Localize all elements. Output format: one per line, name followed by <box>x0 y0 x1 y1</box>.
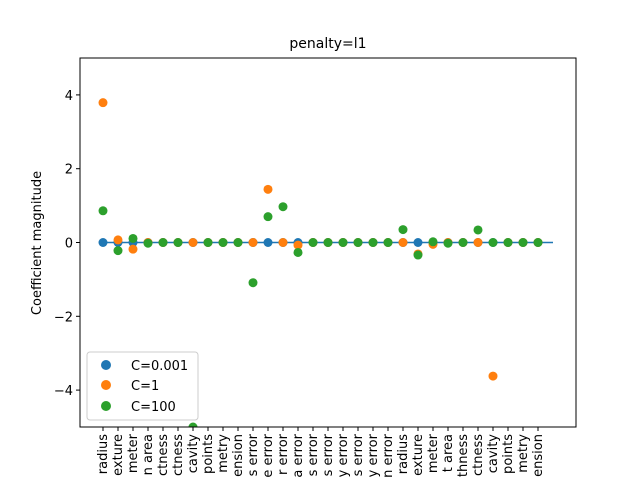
data-points-layer <box>98 98 543 427</box>
x-tick-label-worst-concave-points: points <box>501 434 516 474</box>
point-c-100-mean-fractal-dimension <box>233 238 243 247</box>
legend: C=0.001 C=1 C=100 <box>86 351 199 421</box>
x-tick-label-mean-perimeter: meter <box>126 433 141 473</box>
x-tick-label-symmetry-error: y error <box>366 433 381 477</box>
x-tick-label-mean-concavity: cavity <box>186 434 201 474</box>
point-c-1-worst-compactness <box>473 238 483 247</box>
y-tick-label: −4 <box>54 384 73 399</box>
point-c-100-worst-symmetry <box>518 238 528 247</box>
x-tick-label-mean-area: n area <box>141 434 156 475</box>
point-c-100-worst-smoothness <box>458 238 468 247</box>
point-c-100-worst-compactness <box>473 225 483 235</box>
x-tick-label-mean-compactness: ctness <box>171 434 186 476</box>
point-c-100-worst-concavity <box>488 238 498 247</box>
legend-label-c0001: C=0.001 <box>131 359 188 374</box>
point-c-0-001-texture-error <box>263 238 273 247</box>
point-c-100-mean-perimeter <box>128 233 138 243</box>
point-c-100-mean-concave-points <box>203 238 213 247</box>
x-tick-label-texture-error: e error <box>261 433 276 477</box>
x-tick-label-worst-symmetry: metry <box>516 434 531 473</box>
point-c-100-mean-radius <box>98 206 108 216</box>
point-c-100-mean-symmetry <box>218 238 228 247</box>
legend-marker-c0001 <box>101 360 111 370</box>
legend-marker-c100 <box>101 401 111 411</box>
point-c-100-symmetry-error <box>368 238 378 247</box>
point-c-1-radius-error <box>248 238 258 247</box>
x-tick-label-fractal-dimension-error: n error <box>381 433 396 477</box>
x-tick-label-mean-fractal-dimension: ension <box>231 434 246 477</box>
point-c-0-001-worst-texture <box>413 238 423 247</box>
x-tick-label-mean-texture: exture <box>111 434 126 476</box>
y-axis-label: Coefficient magnitude <box>30 171 45 315</box>
point-c-100-mean-area <box>143 238 153 248</box>
x-tick-label-concavity-error: y error <box>336 433 351 477</box>
point-c-1-worst-radius <box>398 238 408 247</box>
point-c-100-worst-radius <box>398 225 408 235</box>
x-tick-label-worst-radius: radius <box>396 434 411 474</box>
point-c-100-radius-error <box>248 278 258 288</box>
point-c-100-mean-smoothness <box>158 238 168 247</box>
point-c-100-concave-points-error <box>353 238 363 247</box>
x-tick-label-worst-smoothness: thness <box>456 434 471 477</box>
x-tick-label-mean-smoothness: ctness <box>156 434 171 476</box>
point-c-100-compactness-error <box>323 238 333 247</box>
point-c-1-perimeter-error <box>278 238 288 247</box>
x-tick-label-compactness-error: s error <box>321 433 336 476</box>
point-c-100-smoothness-error <box>308 238 318 247</box>
x-tick-label-area-error: a error <box>291 433 306 477</box>
point-c-100-texture-error <box>263 212 273 222</box>
point-c-100-area-error <box>293 247 303 257</box>
legend-label-c100: C=100 <box>131 400 176 415</box>
legend-marker-c1 <box>101 380 111 390</box>
point-c-100-concavity-error <box>338 238 348 247</box>
point-c-100-perimeter-error <box>278 202 288 212</box>
x-tick-label-worst-compactness: ctness <box>471 434 486 476</box>
point-c-100-mean-texture <box>113 246 123 256</box>
x-tick-label-mean-radius: radius <box>96 434 111 474</box>
x-tick-label-mean-symmetry: metry <box>216 434 231 473</box>
x-tick-label-radius-error: s error <box>246 433 261 476</box>
x-tick-label-worst-perimeter: meter <box>426 433 441 473</box>
point-c-0-001-mean-radius <box>98 238 108 247</box>
point-c-100-worst-fractal-dimension <box>533 238 543 247</box>
y-tick-label: 4 <box>65 89 73 104</box>
chart-title: penalty=l1 <box>289 36 366 52</box>
y-tick-label: 0 <box>65 237 73 252</box>
point-c-1-mean-radius <box>98 98 108 108</box>
point-c-1-mean-perimeter <box>128 244 138 254</box>
x-tick-label-worst-concavity: cavity <box>486 434 501 474</box>
point-c-100-mean-compactness <box>173 238 183 247</box>
y-tick-label: −2 <box>54 310 73 325</box>
legend-label-c1: C=1 <box>131 379 159 394</box>
x-tick-label-mean-concave-points: points <box>201 434 216 474</box>
point-c-100-worst-perimeter <box>428 237 438 247</box>
point-c-100-worst-concave-points <box>503 238 513 247</box>
x-tick-label-concave-points-error: s error <box>351 433 366 476</box>
x-tick-label-smoothness-error: s error <box>306 433 321 476</box>
point-c-1-area-error <box>293 240 303 250</box>
legend-frame <box>86 351 199 421</box>
x-tick-label-perimeter-error: r error <box>276 433 291 475</box>
point-c-1-texture-error <box>263 184 273 194</box>
y-tick-label: 2 <box>65 163 73 178</box>
point-c-100-worst-area <box>443 238 453 248</box>
point-c-100-fractal-dimension-error <box>383 238 393 247</box>
x-tick-label-worst-fractal-dimension: ension <box>531 434 546 477</box>
point-c-1-mean-concavity <box>188 238 198 247</box>
x-tick-label-worst-texture: exture <box>411 434 426 476</box>
x-tick-label-worst-area: t area <box>441 434 456 472</box>
point-c-100-mean-concavity <box>188 422 198 427</box>
point-c-1-worst-concavity <box>488 371 498 381</box>
point-c-1-mean-texture <box>113 235 123 245</box>
point-c-100-worst-texture <box>413 250 423 260</box>
